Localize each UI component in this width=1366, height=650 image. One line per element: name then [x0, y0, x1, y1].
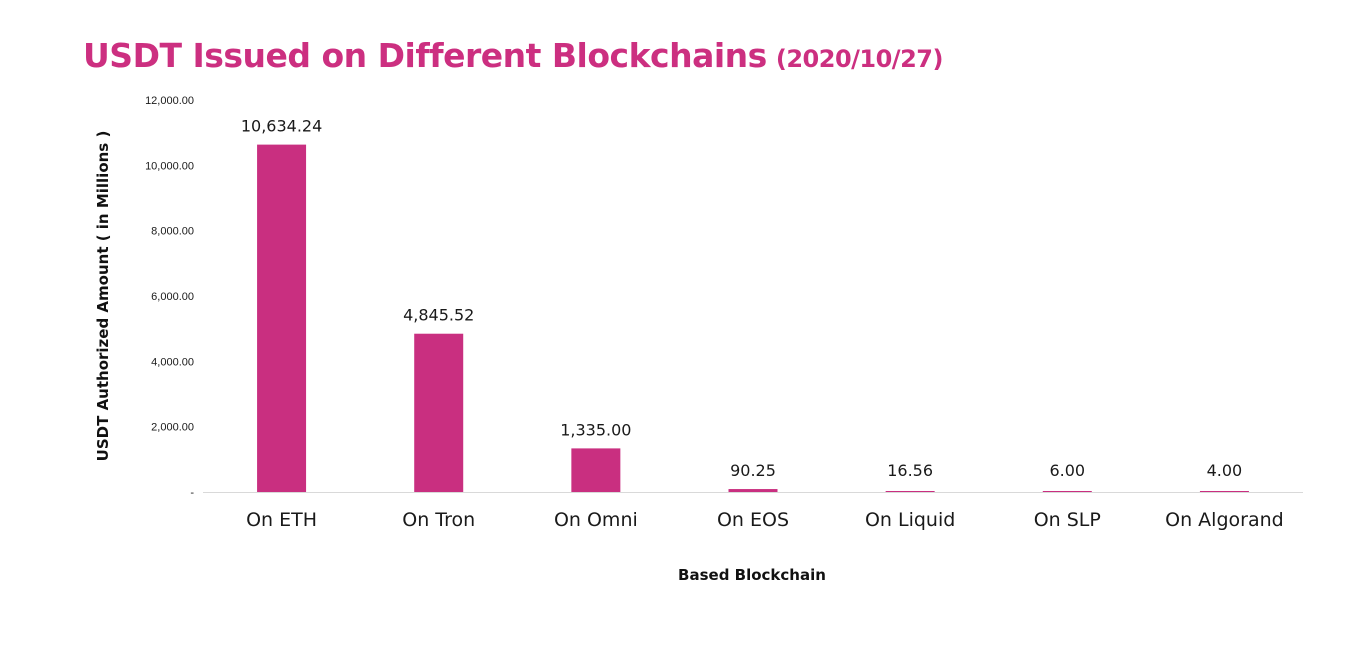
bar-value-label: 1,335.00	[560, 420, 631, 439]
bar-value-label: 6.00	[1049, 461, 1085, 480]
bar-value-label: 90.25	[730, 461, 776, 480]
x-tick-label: On SLP	[1034, 509, 1101, 531]
bar	[1199, 491, 1249, 492]
x-tick-label: On Tron	[402, 509, 475, 531]
bar	[1042, 491, 1092, 492]
bar-value-label: 4,845.52	[403, 306, 474, 325]
bar-value-label: 10,634.24	[241, 117, 322, 136]
x-tick-label: On Omni	[554, 509, 638, 531]
bars	[257, 144, 1249, 493]
y-tick-label: 2,000.00	[151, 422, 194, 434]
y-tick-label: -	[190, 487, 194, 499]
bar-value-label: 4.00	[1207, 461, 1243, 480]
bar	[257, 144, 307, 493]
x-axis-ticks: On ETH On Tron On Omni On EOS On Liquid On SL…	[246, 509, 1284, 531]
y-axis-title: USDT Authorized Amount ( in Millions )	[94, 131, 112, 462]
bar	[571, 448, 621, 492]
y-tick-label: 6,000.00	[151, 291, 194, 303]
y-axis-ticks: - 2,000.00 4,000.00 6,000.00 8,000.00 10,000.…	[145, 95, 194, 499]
y-tick-label: 10,000.00	[145, 160, 194, 172]
y-tick-label: 4,000.00	[151, 356, 194, 368]
chart-title: USDT Issued on Different Blockchains (20…	[83, 36, 943, 75]
chart-title-date: (2020/10/27)	[775, 45, 944, 73]
x-axis-title: Based Blockchain	[678, 566, 826, 584]
chart-title-main: USDT Issued on Different Blockchains	[83, 36, 767, 75]
bar	[414, 333, 464, 492]
bar	[728, 489, 778, 492]
x-tick-label: On ETH	[246, 509, 317, 531]
y-tick-label: 8,000.00	[151, 226, 194, 238]
x-tick-label: On EOS	[717, 509, 789, 531]
x-tick-label: On Liquid	[865, 509, 955, 531]
data-labels: 10,634.24 4,845.52 1,335.00 90.25 16.56 6.00 4…	[241, 117, 1242, 480]
bar	[885, 491, 935, 492]
x-tick-label: On Algorand	[1165, 509, 1284, 531]
bar-value-label: 16.56	[887, 461, 933, 480]
y-tick-label: 12,000.00	[145, 95, 194, 107]
